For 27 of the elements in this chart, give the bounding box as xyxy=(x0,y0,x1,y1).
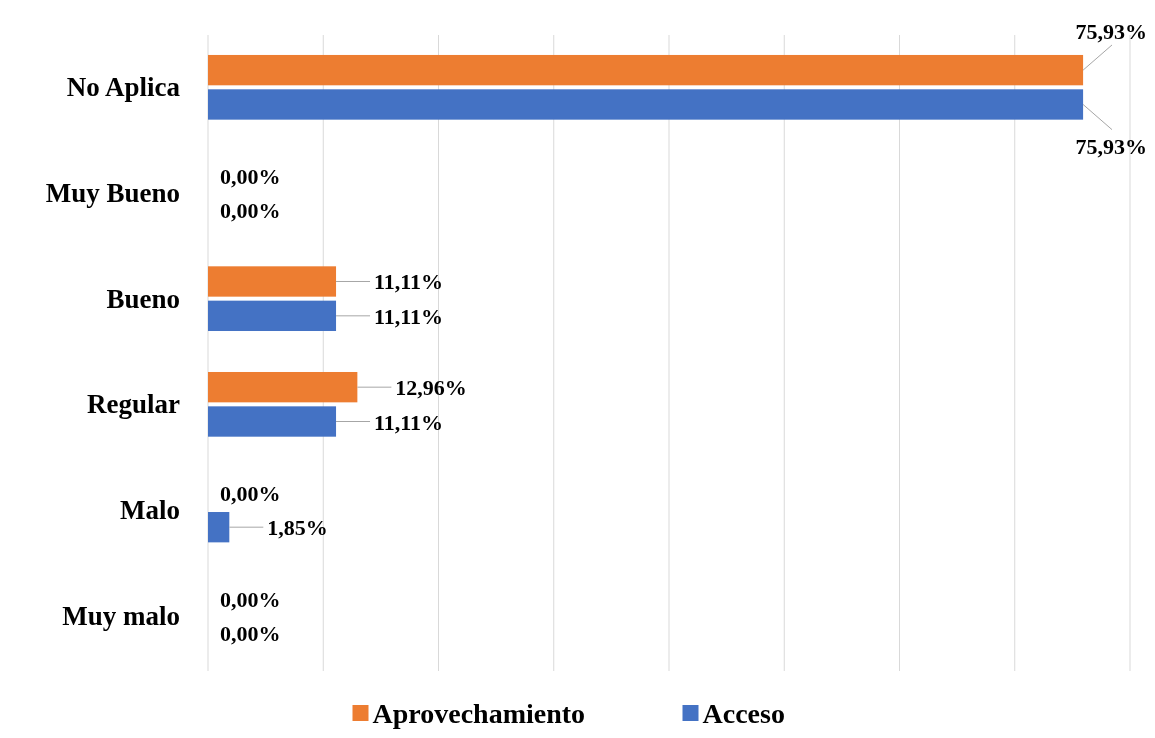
y-tick-label: Muy malo xyxy=(62,600,180,631)
bar xyxy=(208,54,1084,86)
legend-label: Acceso xyxy=(702,698,785,729)
data-label: 11,11% xyxy=(374,303,444,329)
y-tick-label: Regular xyxy=(87,389,181,420)
data-label: 0,00% xyxy=(220,163,281,189)
y-tick-label: Malo xyxy=(120,495,180,526)
bar xyxy=(208,266,337,297)
data-label: 0,00% xyxy=(220,620,281,646)
legend-label: Aprovechamiento xyxy=(372,698,586,729)
data-label: 0,00% xyxy=(220,198,281,224)
data-label: 75,93% xyxy=(1075,133,1147,159)
data-label: 75,93% xyxy=(1075,18,1147,44)
data-label: 11,11% xyxy=(374,269,444,295)
bar xyxy=(208,406,337,437)
data-label: 12,96% xyxy=(395,375,467,401)
y-tick-label: Bueno xyxy=(106,283,180,314)
y-tick-label: No Aplica xyxy=(66,72,181,103)
bar xyxy=(208,89,1084,120)
data-label: 0,00% xyxy=(220,480,281,506)
data-label: 0,00% xyxy=(220,586,281,612)
y-tick-label: Muy Bueno xyxy=(45,177,180,208)
bar xyxy=(208,300,337,332)
bar xyxy=(208,512,230,543)
data-label: 1,85% xyxy=(267,515,328,541)
bar xyxy=(208,371,358,403)
data-label: 11,11% xyxy=(374,409,444,435)
